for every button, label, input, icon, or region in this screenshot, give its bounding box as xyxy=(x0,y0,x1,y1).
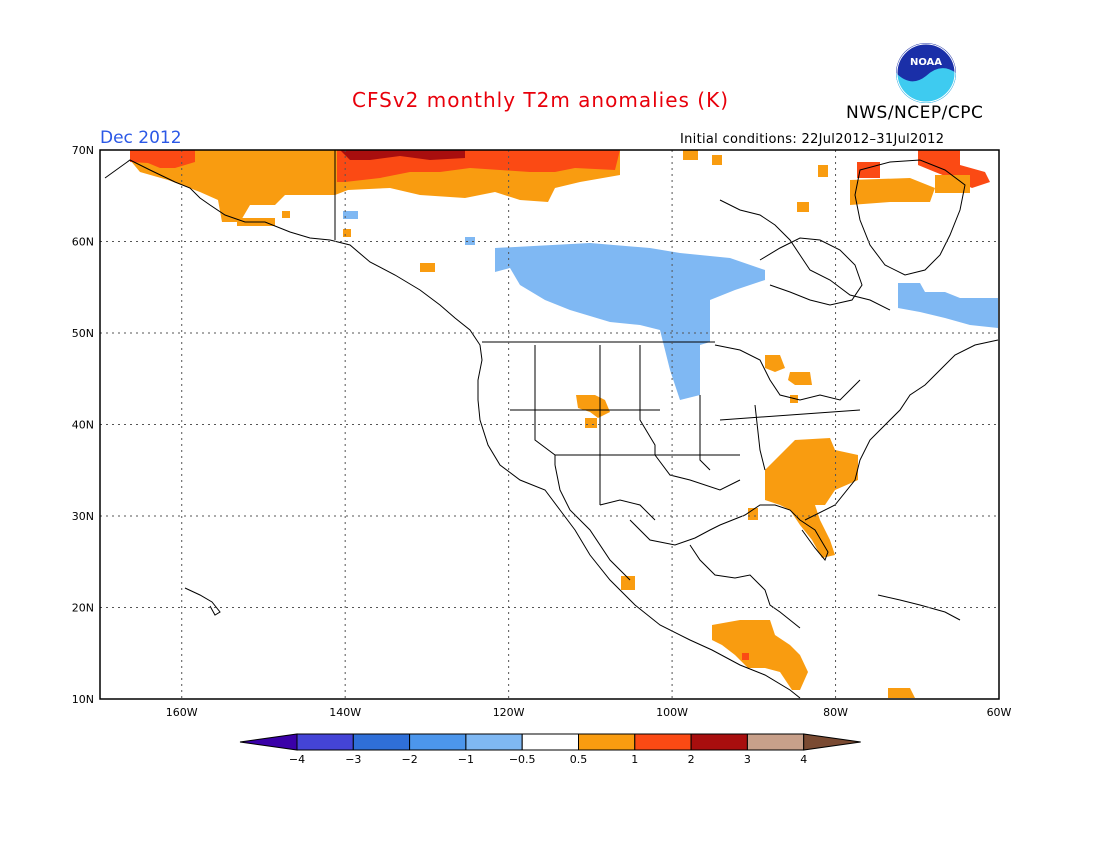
forecast-month: Dec 2012 xyxy=(100,128,182,148)
anomaly-fills xyxy=(130,150,998,698)
noaa-logo-text: NOAA xyxy=(910,57,942,68)
legend-tick-label: −0.5 xyxy=(509,753,536,766)
lon-label: 120W xyxy=(493,706,525,719)
lat-label: 20N xyxy=(72,602,94,615)
lon-label: 100W xyxy=(656,706,688,719)
legend-tick-label: 3 xyxy=(744,753,751,766)
legend-swatch xyxy=(803,733,861,751)
legend-swatch xyxy=(409,733,467,751)
political-borders xyxy=(334,150,861,521)
map-frame xyxy=(99,149,1000,700)
legend-tick-label: 2 xyxy=(688,753,695,766)
lat-label: 50N xyxy=(72,327,94,340)
legend-tick-label: 1 xyxy=(631,753,638,766)
legend-swatch xyxy=(352,733,411,751)
legend-swatch xyxy=(578,733,636,751)
legend-swatch xyxy=(634,733,692,751)
lon-label: 140W xyxy=(329,706,361,719)
lon-label: 80W xyxy=(823,706,848,719)
legend-tick-label: −4 xyxy=(289,753,305,766)
coastlines xyxy=(104,159,999,699)
lon-label: 60W xyxy=(987,706,1012,719)
axis-labels: 70N 60N 50N 40N 30N 20N 10N 160W 140W 120W 100W 80W… xyxy=(72,144,1012,719)
lat-label: 40N xyxy=(72,419,94,432)
legend-tick-label: −1 xyxy=(458,753,474,766)
legend-tick-label: 4 xyxy=(800,753,807,766)
legend-swatch xyxy=(465,733,523,751)
lat-label: 60N xyxy=(72,236,94,249)
lat-label: 10N xyxy=(72,693,94,706)
initial-conditions: Initial conditions: 22Jul2012–31Jul2012 xyxy=(680,132,945,147)
lat-label: 70N xyxy=(72,144,94,157)
chart-title: CFSv2 monthly T2m anomalies (K) xyxy=(352,88,729,112)
legend-tick-label: 0.5 xyxy=(570,753,588,766)
noaa-logo: NOAA xyxy=(896,43,956,103)
org-label: NWS/NCEP/CPC xyxy=(846,103,984,123)
legend-swatch xyxy=(521,733,580,751)
lon-label: 160W xyxy=(166,706,198,719)
legend-swatch xyxy=(296,733,354,751)
lat-label: 30N xyxy=(72,510,94,523)
legend-swatch xyxy=(239,733,298,751)
legend-tick-label: −3 xyxy=(345,753,361,766)
legend-swatch xyxy=(746,733,805,751)
legend-swatch xyxy=(690,733,748,751)
legend-tick-label: −2 xyxy=(401,753,417,766)
